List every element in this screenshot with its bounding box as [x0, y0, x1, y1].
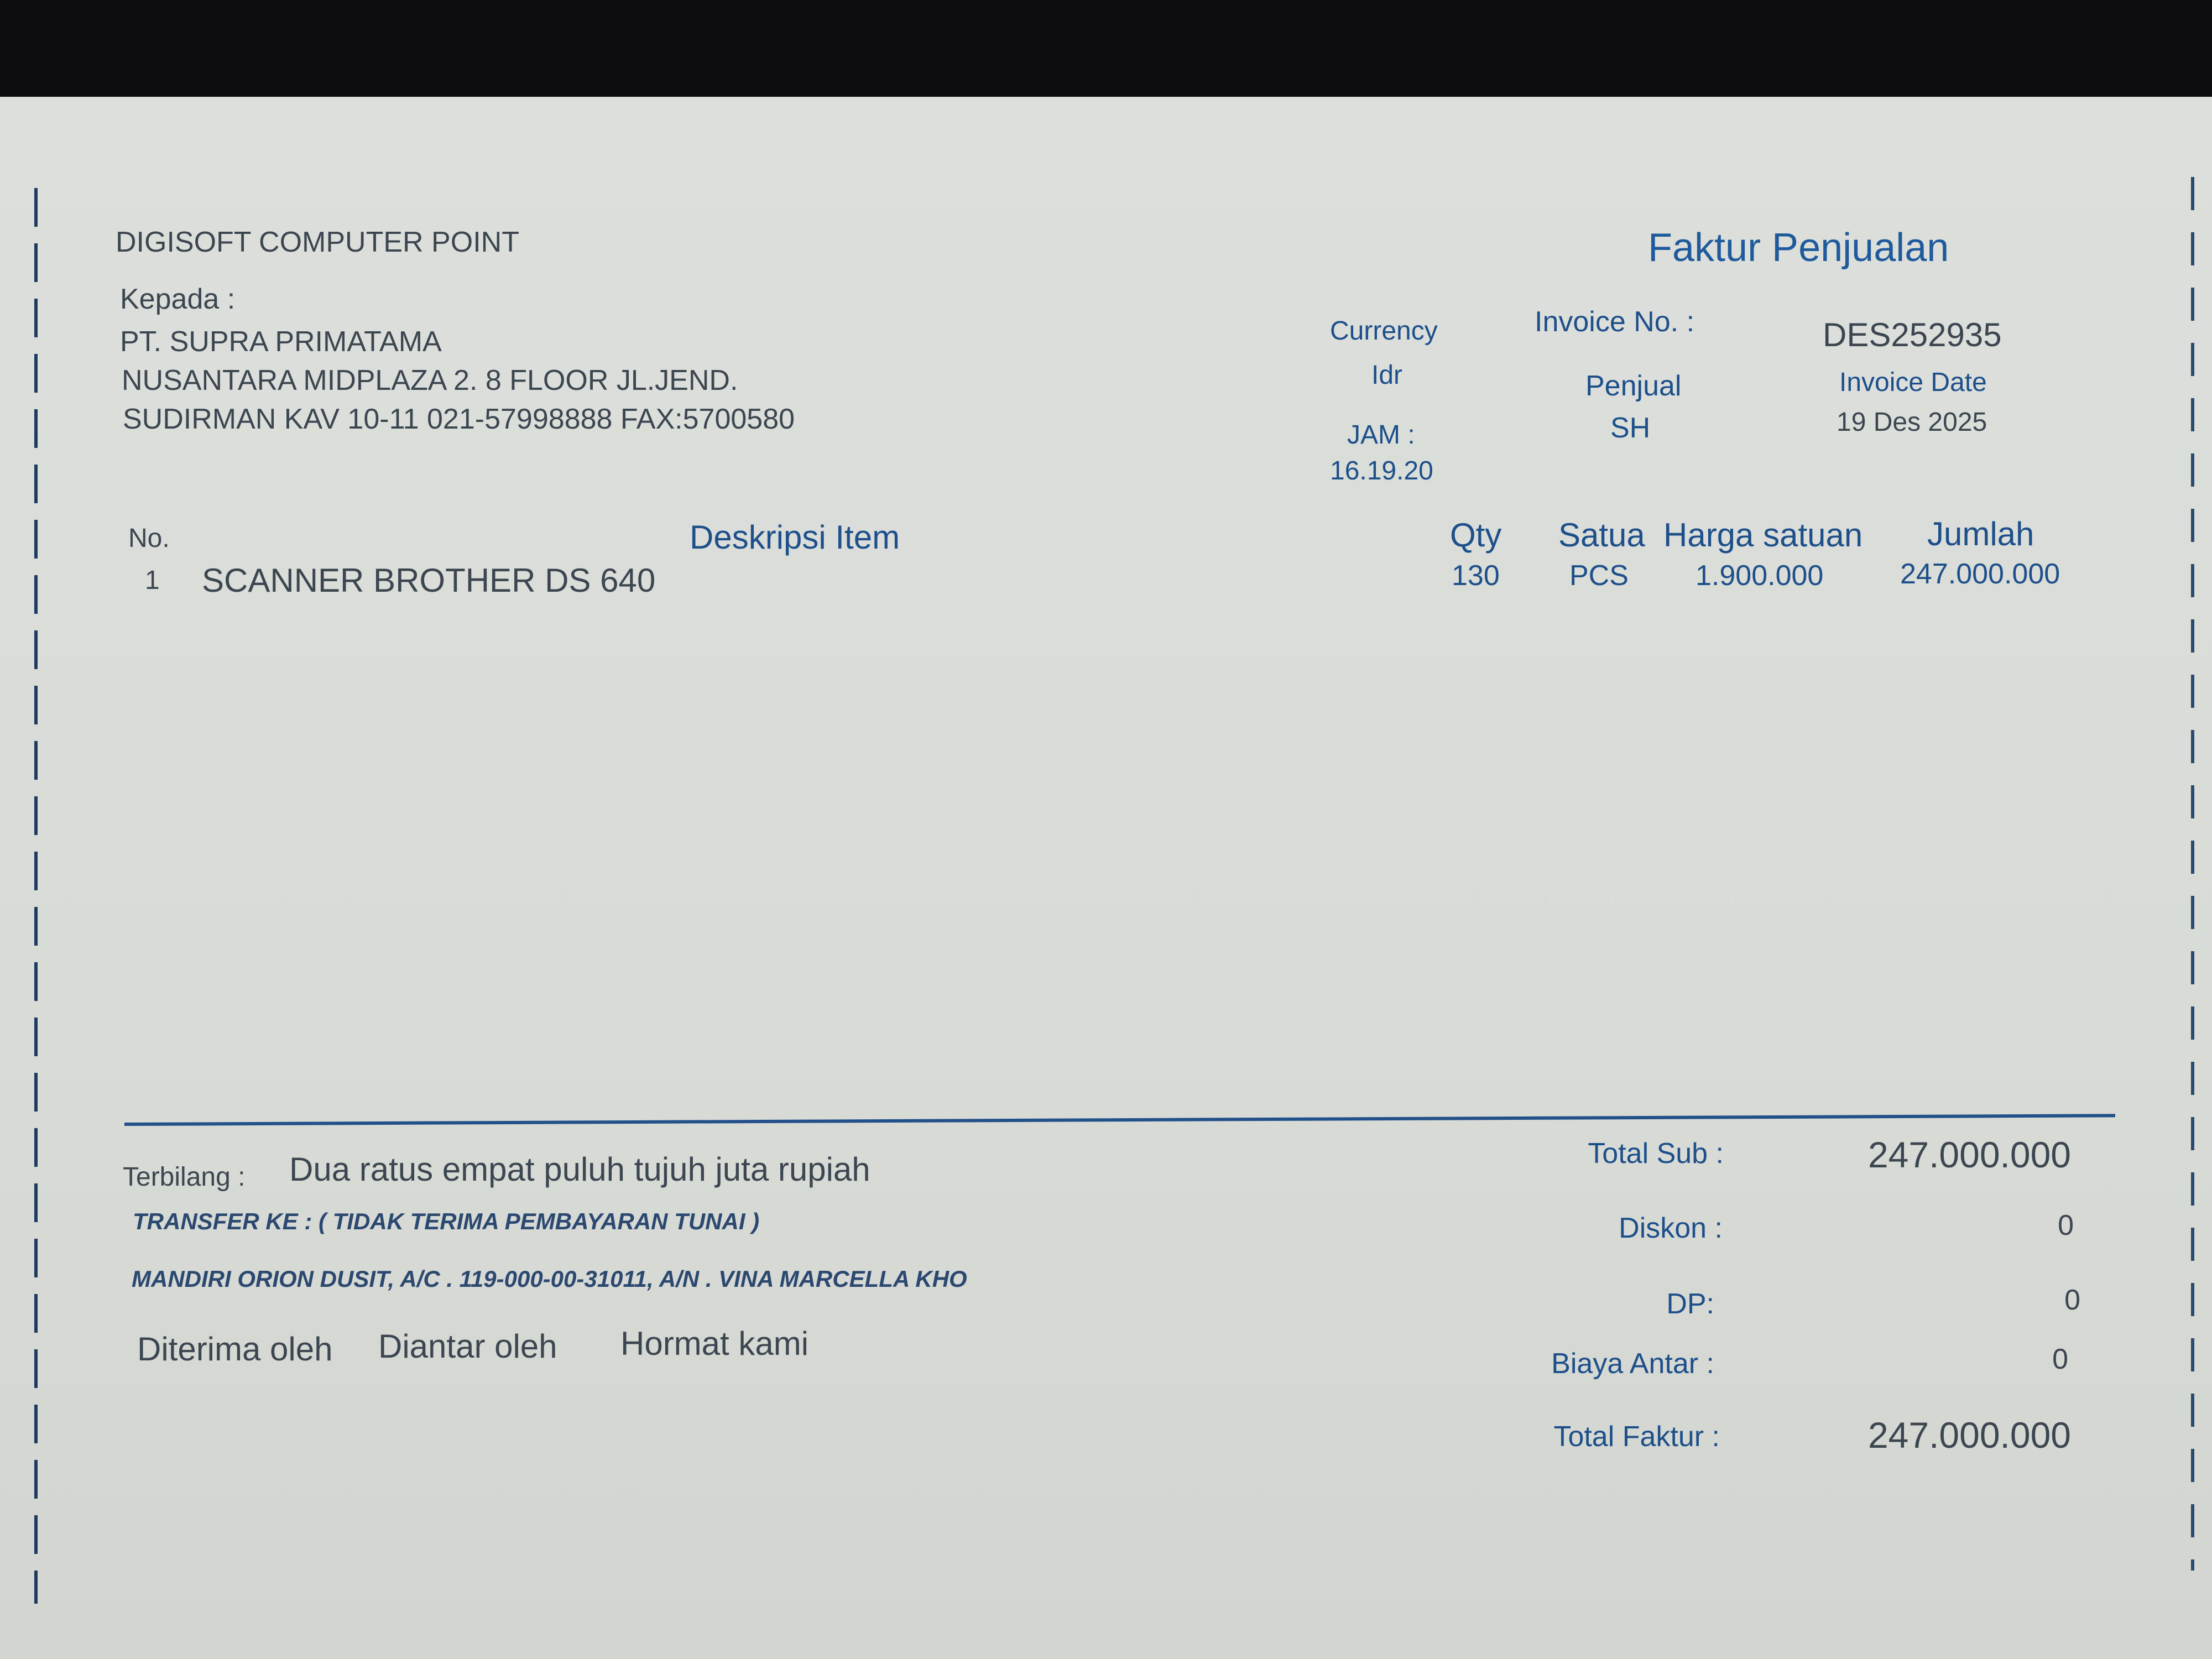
col-header-unit-price: Harga satuan [1663, 517, 1863, 554]
recipient-address-line2: SUDIRMAN KAV 10-11 021-57998888 FAX:5700… [123, 403, 795, 435]
row-no: 1 [145, 566, 160, 595]
col-header-description: Deskripsi Item [690, 519, 900, 556]
currency-value: Idr [1371, 361, 1403, 390]
discount-label: Diskon : [1619, 1212, 1723, 1244]
right-edge-mark [2191, 177, 2194, 1571]
time-label: JAM : [1347, 420, 1415, 450]
row-unit-price: 1.900.000 [1695, 560, 1824, 592]
invoice-total-label: Total Faktur : [1553, 1421, 1720, 1453]
recipient-name: PT. SUPRA PRIMATAMA [120, 326, 442, 358]
invoice-date-label: Invoice Date [1839, 368, 1987, 397]
terbilang-label: Terbilang : [123, 1162, 246, 1192]
time-value: 16.19.20 [1330, 456, 1433, 486]
document-title: Faktur Penjualan [1648, 226, 1949, 270]
invoice-no-label: Invoice No. : [1535, 306, 1695, 338]
signature-received-by: Diterima oleh [137, 1331, 333, 1368]
signature-delivered-by: Diantar oleh [378, 1328, 557, 1365]
seller-value: SH [1610, 412, 1651, 444]
col-header-no: No. [128, 524, 170, 553]
bank-info: MANDIRI ORION DUSIT, A/C . 119-000-00-31… [132, 1266, 967, 1292]
delivery-fee-label: Biaya Antar : [1551, 1348, 1714, 1380]
dp-label: DP: [1666, 1288, 1714, 1320]
discount-value: 0 [2058, 1209, 2074, 1241]
invoice-paper [0, 97, 2212, 1659]
company-name: DIGISOFT COMPUTER POINT [116, 226, 519, 258]
dp-value: 0 [2064, 1284, 2080, 1316]
subtotal-label: Total Sub : [1588, 1138, 1724, 1170]
invoice-total-value: 247.000.000 [1867, 1415, 2071, 1455]
col-header-unit: Satua [1558, 517, 1645, 554]
invoice-no-value: DES252935 [1823, 316, 2002, 353]
row-amount: 247.000.000 [1900, 558, 2060, 590]
subtotal-value: 247.000.000 [1867, 1134, 2071, 1175]
col-header-amount: Jumlah [1927, 515, 2034, 552]
invoice-date-value: 19 Des 2025 [1837, 408, 1987, 437]
row-description: SCANNER BROTHER DS 640 [202, 562, 656, 599]
terbilang-value: Dua ratus empat puluh tujuh juta rupiah [289, 1151, 870, 1188]
recipient-label: Kepada : [120, 283, 236, 315]
currency-label: Currency [1330, 316, 1438, 346]
transfer-note: TRANSFER KE : ( TIDAK TERIMA PEMBAYARAN … [133, 1208, 760, 1234]
row-qty: 130 [1452, 560, 1500, 592]
delivery-fee-value: 0 [2052, 1343, 2068, 1375]
signature-regards: Hormat kami [620, 1325, 809, 1362]
top-dark-band [0, 0, 2212, 97]
left-edge-mark [34, 188, 38, 1604]
row-unit: PCS [1569, 560, 1629, 592]
col-header-qty: Qty [1450, 517, 1502, 554]
recipient-address-line1: NUSANTARA MIDPLAZA 2. 8 FLOOR JL.JEND. [122, 364, 738, 397]
seller-label: Penjual [1585, 370, 1682, 402]
